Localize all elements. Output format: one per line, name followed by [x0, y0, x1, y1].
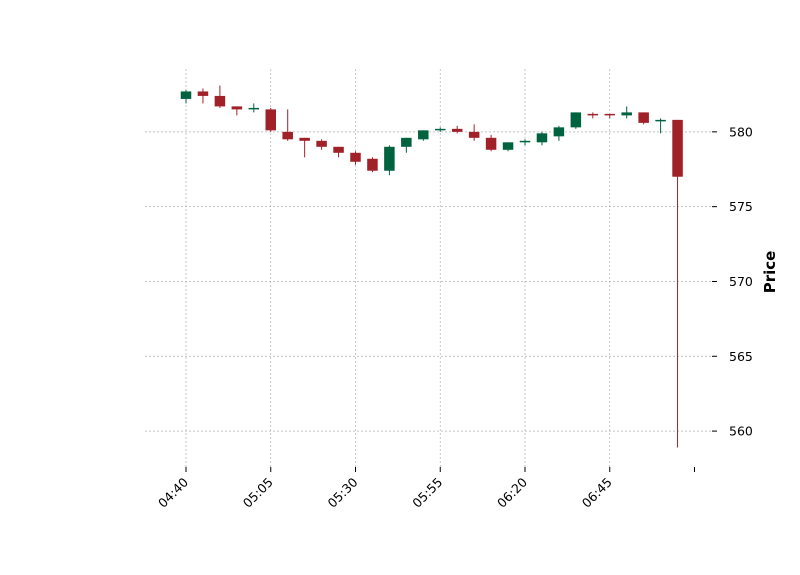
- candle-body: [519, 140, 531, 143]
- candle-body: [401, 137, 412, 147]
- candle-body: [180, 91, 192, 99]
- candle-body: [231, 106, 243, 110]
- candle-body: [299, 137, 310, 141]
- x-tick-label: 06:20: [494, 474, 530, 510]
- y-tick-label: 570: [729, 274, 753, 289]
- candle-body: [536, 133, 548, 143]
- x-tick-label: 05:55: [409, 475, 445, 511]
- candle-body: [214, 95, 226, 107]
- y-tick-label: 580: [729, 124, 753, 139]
- grid-lines: [145, 69, 712, 467]
- candle-body: [316, 140, 327, 147]
- candle-body: [587, 113, 599, 116]
- y-axis-title: Price: [761, 251, 779, 294]
- x-tick-label: 05:30: [325, 474, 361, 510]
- candle-body: [350, 152, 361, 162]
- y-tick-label: 575: [729, 199, 753, 214]
- candle-body: [655, 119, 666, 122]
- candle-body: [367, 158, 378, 171]
- candle-body: [570, 112, 582, 128]
- x-tick-label: 04:40: [155, 474, 191, 510]
- candle-body: [502, 142, 514, 150]
- candle-body: [468, 131, 480, 138]
- candle-body: [384, 146, 395, 171]
- y-tick-label: 560: [729, 424, 753, 439]
- candle-body: [553, 127, 565, 137]
- candle-body: [333, 146, 344, 153]
- candle-body: [282, 131, 293, 140]
- candle-body: [485, 137, 497, 150]
- x-tick-label: 05:05: [240, 475, 276, 511]
- candle-body: [451, 128, 463, 132]
- candle-body: [604, 113, 615, 116]
- candle-body: [638, 112, 649, 123]
- candle-body: [621, 112, 632, 116]
- candles: [180, 85, 683, 448]
- candle-body: [197, 91, 209, 96]
- y-tick-label: 565: [729, 349, 753, 364]
- candle-body: [672, 119, 683, 177]
- axes: 560 565 570 575 580 04:40 05:05 05:30 05:55 06:20…: [155, 124, 753, 510]
- candle-body: [265, 109, 276, 131]
- candle-body: [248, 107, 260, 110]
- candle-body: [435, 128, 446, 131]
- candle-body: [418, 130, 429, 140]
- x-tick-label: 06:45: [579, 475, 615, 511]
